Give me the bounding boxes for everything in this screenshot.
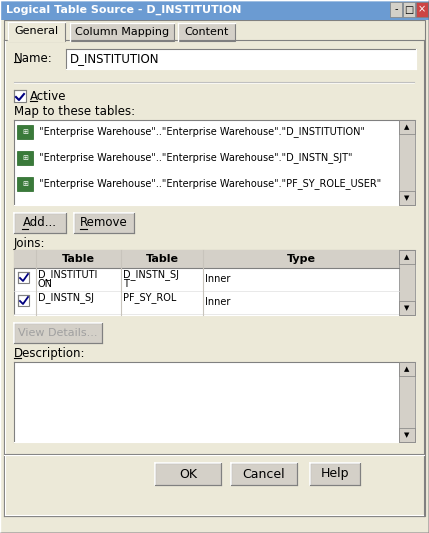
Text: Description:: Description: xyxy=(14,348,85,360)
Bar xyxy=(399,362,415,376)
Text: T: T xyxy=(123,279,129,289)
Bar xyxy=(14,213,66,233)
Bar xyxy=(14,323,102,343)
Bar xyxy=(17,125,33,139)
Bar xyxy=(399,120,415,134)
Text: Inner: Inner xyxy=(205,297,230,307)
Bar xyxy=(74,213,134,233)
Bar xyxy=(14,291,399,314)
Text: Column Mapping: Column Mapping xyxy=(75,27,169,37)
Text: Add...: Add... xyxy=(23,216,57,230)
Bar xyxy=(155,463,221,485)
Bar xyxy=(0,0,429,2)
Text: Help: Help xyxy=(321,467,349,481)
Text: ×: × xyxy=(418,4,426,14)
Text: General: General xyxy=(15,26,59,36)
Text: ON: ON xyxy=(38,279,53,289)
Text: Active: Active xyxy=(30,90,66,102)
Text: Cancel: Cancel xyxy=(243,467,285,481)
Text: Name:: Name: xyxy=(14,52,53,64)
Text: Content: Content xyxy=(184,27,229,37)
Text: D_INSTITUTION: D_INSTITUTION xyxy=(70,52,160,66)
Text: OK: OK xyxy=(179,467,197,481)
Text: □: □ xyxy=(405,4,414,14)
Text: ⊞: ⊞ xyxy=(22,155,28,161)
Text: View Details...: View Details... xyxy=(18,328,98,338)
Text: ▲: ▲ xyxy=(404,254,410,260)
Text: ▼: ▼ xyxy=(404,432,410,438)
Bar xyxy=(399,191,415,205)
Bar xyxy=(399,428,415,442)
Text: ⊞: ⊞ xyxy=(22,181,28,187)
Bar xyxy=(17,177,33,191)
Text: D_INSTITUTI: D_INSTITUTI xyxy=(38,270,97,280)
Text: "Enterprise Warehouse".."Enterprise Warehouse"."D_INSTITUTION": "Enterprise Warehouse".."Enterprise Ware… xyxy=(36,126,365,138)
Text: Table: Table xyxy=(145,254,178,264)
Text: D_INSTN_SJ: D_INSTN_SJ xyxy=(123,270,179,280)
Bar xyxy=(14,268,399,291)
Text: Table: Table xyxy=(62,254,95,264)
Text: Inner: Inner xyxy=(205,274,230,284)
Text: ▼: ▼ xyxy=(404,195,410,201)
Text: ▼: ▼ xyxy=(404,305,410,311)
Text: Type: Type xyxy=(287,254,315,264)
Bar xyxy=(14,90,26,102)
Text: -: - xyxy=(394,4,398,14)
Bar xyxy=(390,2,402,17)
Text: Logical Table Source - D_INSTITUTION: Logical Table Source - D_INSTITUTION xyxy=(6,5,242,15)
Text: D_INSTN_SJ: D_INSTN_SJ xyxy=(38,293,94,303)
Text: Map to these tables:: Map to these tables: xyxy=(14,106,135,118)
Bar xyxy=(399,250,415,315)
Bar xyxy=(399,250,415,264)
Text: ⊞: ⊞ xyxy=(22,129,28,135)
Bar xyxy=(178,23,235,41)
Bar xyxy=(399,120,415,205)
Bar xyxy=(70,23,174,41)
Bar xyxy=(310,463,360,485)
Bar xyxy=(403,2,415,17)
Text: ▲: ▲ xyxy=(404,124,410,130)
Text: Remove: Remove xyxy=(80,216,128,230)
Text: "Enterprise Warehouse".."Enterprise Warehouse"."PF_SY_ROLE_USER": "Enterprise Warehouse".."Enterprise Ware… xyxy=(36,179,381,189)
Bar xyxy=(18,295,29,306)
Bar xyxy=(17,151,33,165)
Bar xyxy=(18,272,29,283)
Bar xyxy=(8,22,65,41)
Bar xyxy=(399,362,415,442)
Text: ▲: ▲ xyxy=(404,366,410,372)
Bar xyxy=(231,463,297,485)
Text: PF_SY_ROL: PF_SY_ROL xyxy=(123,293,176,303)
Bar xyxy=(14,250,399,268)
Bar xyxy=(399,301,415,315)
Bar xyxy=(416,2,428,17)
Text: "Enterprise Warehouse".."Enterprise Warehouse"."D_INSTN_SJT": "Enterprise Warehouse".."Enterprise Ware… xyxy=(36,152,353,164)
Bar xyxy=(14,362,415,442)
Bar xyxy=(0,0,429,20)
Text: Joins:: Joins: xyxy=(14,237,45,249)
Bar xyxy=(14,120,415,205)
Bar xyxy=(66,49,416,69)
Bar xyxy=(14,250,415,315)
